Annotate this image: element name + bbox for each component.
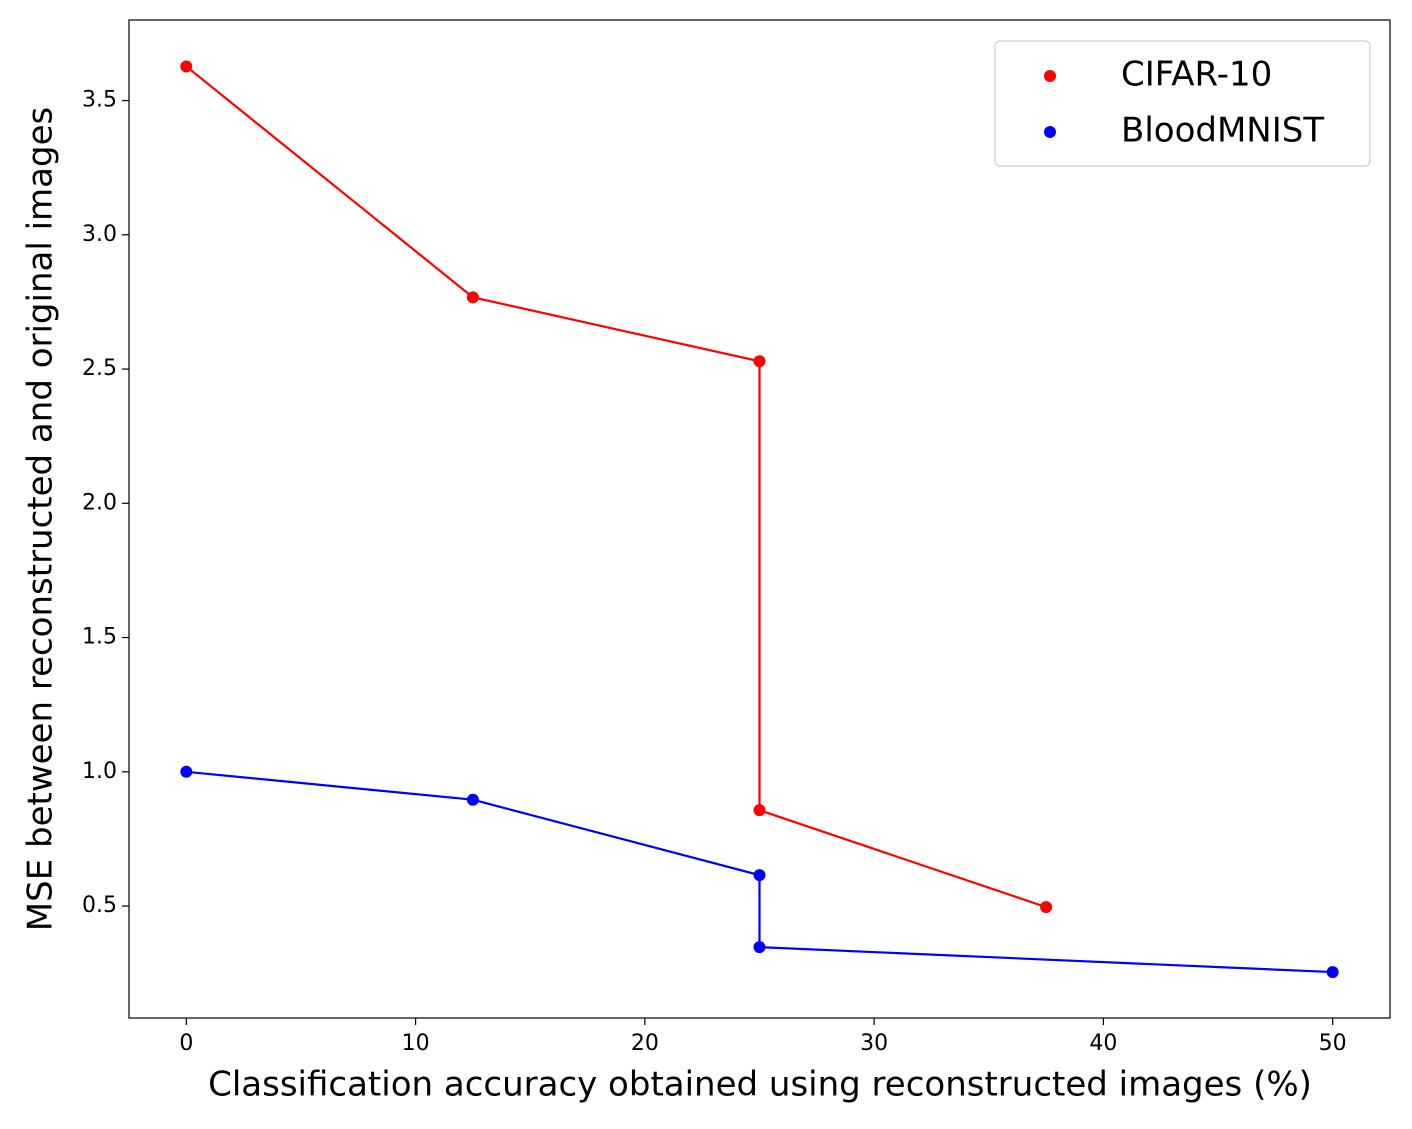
y-tick-label: 0.5 [82, 893, 117, 918]
point [466, 793, 479, 806]
x-tick-label: 50 [1319, 1031, 1347, 1056]
y-tick-label: 2.5 [82, 356, 117, 381]
legend-box [994, 40, 1371, 167]
point [753, 355, 766, 368]
y-tick-label: 1.0 [82, 759, 117, 784]
legend-marker [1044, 70, 1056, 82]
x-tick-label: 20 [631, 1031, 659, 1056]
point [180, 60, 193, 73]
series-line [185, 65, 1047, 909]
x-axis-label: Classification accuracy obtained using r… [208, 1065, 1312, 1105]
point [466, 291, 479, 304]
x-tick-label: 10 [402, 1031, 430, 1056]
y-tick-label: 1.5 [82, 625, 117, 650]
x-tick-label: 30 [860, 1031, 888, 1056]
point [753, 869, 766, 882]
y-axis-label: MSE between reconstructed and original i… [21, 107, 61, 931]
legend-label: CIFAR-10 [1121, 55, 1272, 95]
legend-marker [1044, 126, 1056, 138]
y-tick-label: 2.0 [82, 490, 117, 515]
point [1326, 966, 1339, 979]
y-tick-label: 3.5 [82, 88, 117, 113]
point [753, 941, 766, 954]
x-tick-label: 40 [1089, 1031, 1117, 1056]
point [753, 804, 766, 817]
point [1040, 901, 1053, 914]
point [180, 765, 193, 778]
plot-frame [128, 19, 1391, 1019]
legend-label: BloodMNIST [1121, 111, 1324, 151]
x-tick-label: 0 [179, 1031, 193, 1056]
y-tick-label: 3.0 [82, 222, 117, 247]
